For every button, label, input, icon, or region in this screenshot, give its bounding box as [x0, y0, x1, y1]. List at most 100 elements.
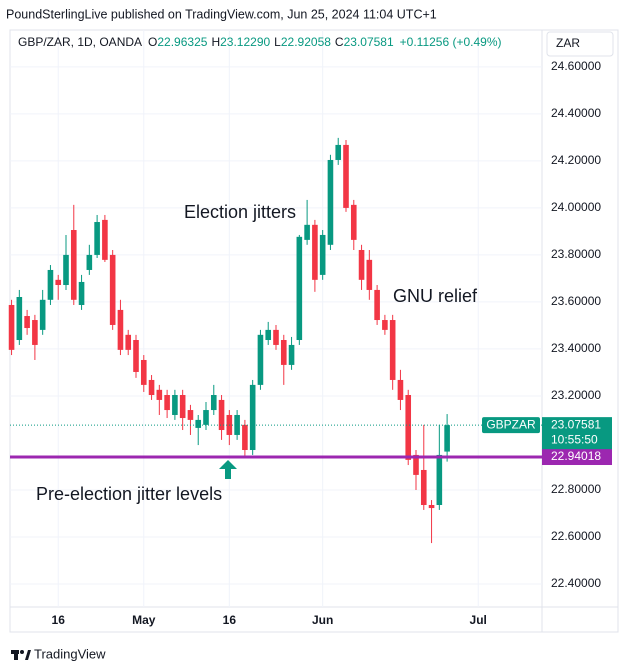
logo-part [20, 650, 24, 654]
candle-body [242, 424, 248, 450]
candle-body [94, 222, 100, 255]
legend-open-label: O [148, 35, 157, 49]
candle-body [420, 469, 427, 505]
candle-body [413, 454, 419, 475]
x-tick-label: Jul [470, 613, 487, 627]
candle-body [280, 340, 287, 365]
candle-body [55, 279, 62, 286]
candle-body [133, 340, 139, 372]
candle-body [350, 204, 357, 240]
candle-body [140, 359, 147, 385]
ohlc-legend: GBP/ZAR, 1D, OANDA O22.96325 H23.12290 L22.… [18, 35, 502, 49]
y-tick-label: 24.00000 [551, 200, 601, 214]
price-tag [542, 417, 612, 450]
candle-body [444, 425, 450, 452]
candle-body [78, 281, 85, 305]
candle-body [374, 289, 380, 321]
arrow [219, 460, 237, 479]
legend-open: 22.96325 [157, 35, 207, 49]
symbol-tag-label: GBPZAR [486, 417, 536, 431]
candle-body [39, 299, 46, 330]
legend-close: 23.07581 [344, 35, 394, 49]
legend-change: +0.11256 (+0.49%) [400, 35, 502, 49]
y-tick-label: 23.60000 [551, 294, 601, 308]
annotation: Election jitters [184, 202, 296, 222]
candle-body [428, 504, 435, 509]
countdown-label: 10:55:50 [551, 432, 598, 446]
candle-body [148, 379, 155, 396]
candle-body [436, 454, 443, 505]
candle-body [265, 329, 272, 341]
candle-body [389, 320, 396, 380]
currency: ZAR [556, 36, 580, 50]
logo-part [25, 650, 31, 660]
candle-body [102, 219, 108, 260]
candle-body [16, 296, 23, 341]
x-tick-label: 16 [52, 613, 66, 627]
candle-body [397, 379, 404, 400]
y-tick-label: 22.80000 [551, 482, 601, 496]
candle-body [288, 344, 295, 365]
footer-logo [11, 650, 31, 660]
y-tick-label: 23.40000 [551, 341, 601, 355]
candle-body [24, 316, 30, 329]
candle-body [249, 384, 256, 450]
y-tick-label: 22.40000 [551, 576, 601, 590]
candle-body [319, 234, 326, 275]
candle-body [179, 395, 186, 419]
candle-body [304, 224, 310, 240]
candle-body [117, 309, 124, 350]
candle-body [405, 395, 412, 460]
candle-body [335, 144, 342, 160]
candle-body [327, 159, 334, 245]
candle-body [70, 230, 77, 300]
candle-body [109, 254, 116, 325]
logo-part [14, 650, 18, 660]
y-tick-label: 24.60000 [551, 59, 601, 73]
symbol-tag [482, 417, 540, 434]
footer-brand: TradingView [34, 646, 106, 661]
candle-body [382, 320, 388, 330]
candle-body [164, 395, 170, 411]
x-tick-label: Jun [312, 613, 333, 627]
candle-body [195, 419, 202, 428]
candle-body [32, 320, 38, 345]
x-tick-label: 16 [223, 613, 237, 627]
candle-body [63, 254, 69, 286]
candle-body [86, 254, 93, 270]
annotation: Pre-election jitter levels [36, 484, 222, 504]
annotation: GNU relief [393, 286, 478, 306]
candle-body [257, 334, 264, 385]
y-tick-label: 23.80000 [551, 247, 601, 261]
reference-tag-label: 22.94018 [551, 449, 601, 463]
plot-area [8, 30, 542, 607]
candle-body [273, 329, 279, 345]
y-tick-label: 24.40000 [551, 106, 601, 120]
candle-body [210, 395, 217, 411]
y-tick-label: 24.20000 [551, 153, 601, 167]
legend-low-label: L [274, 35, 281, 49]
candle-body [203, 410, 209, 425]
candle-body [358, 249, 365, 280]
candle-body [47, 269, 54, 300]
candle-body [218, 399, 225, 431]
candle-body [187, 410, 194, 420]
legend-low: 22.92058 [281, 35, 331, 49]
legend-high: 23.12290 [220, 35, 270, 49]
candle-body [172, 395, 178, 415]
attribution: PoundSterlingLive published on TradingVi… [6, 7, 437, 21]
candle-body [125, 334, 132, 350]
candle-body [234, 414, 240, 435]
currency-box[interactable] [546, 31, 614, 57]
candle-body [156, 389, 163, 400]
candle-body [296, 236, 303, 341]
candle-body [312, 224, 318, 280]
candle-body [343, 144, 349, 208]
x-tick-label: May [132, 613, 156, 627]
legend-close-label: C [335, 35, 344, 49]
y-tick-label: 22.60000 [551, 529, 601, 543]
candle-body [8, 304, 15, 350]
candle-body [366, 259, 373, 290]
